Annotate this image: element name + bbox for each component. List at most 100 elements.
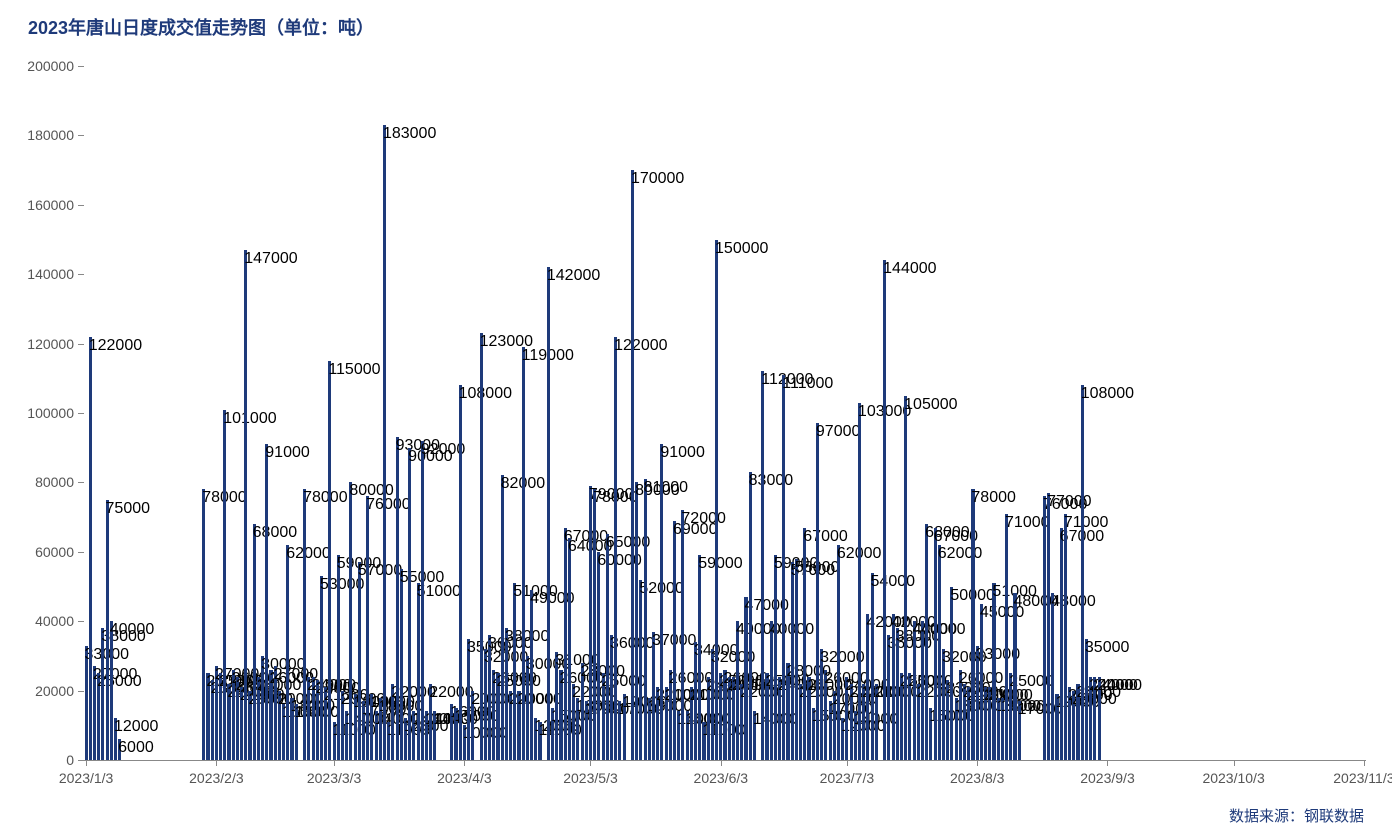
bar: 24000 <box>312 677 315 760</box>
bar: 24000 <box>845 677 848 760</box>
bar: 25000 <box>496 673 499 760</box>
bar: 51000 <box>417 583 420 760</box>
bar: 21000 <box>665 687 668 760</box>
bar: 18000 <box>576 698 579 760</box>
bar: 82000 <box>501 475 504 760</box>
bar: 108000 <box>459 385 462 760</box>
bar: 26000 <box>232 670 235 760</box>
bar: 122000 <box>89 337 92 760</box>
y-tick-label: 80000 <box>0 474 74 490</box>
y-tick-mark <box>78 344 84 345</box>
x-tick-label: 2023/5/3 <box>563 770 618 786</box>
bar: 25000 <box>765 673 768 760</box>
bar: 22000 <box>740 684 743 760</box>
x-tick-mark <box>1107 760 1108 766</box>
bar: 24000 <box>236 677 239 760</box>
bar: 18000 <box>290 698 293 760</box>
bar: 48000 <box>1051 593 1054 760</box>
bar: 122000 <box>614 337 617 760</box>
bar: 20000 <box>1072 691 1075 760</box>
bar: 21000 <box>1068 687 1071 760</box>
y-tick-mark <box>78 691 84 692</box>
bar: 54000 <box>871 573 874 760</box>
bar: 30000 <box>526 656 529 760</box>
bar: 123000 <box>480 333 483 760</box>
bar: 14000 <box>854 711 857 760</box>
bar: 60000 <box>597 552 600 760</box>
bar: 24000 <box>778 677 781 760</box>
bar: 42000 <box>892 614 895 760</box>
bar: 11000 <box>333 722 336 760</box>
bar: 83000 <box>749 472 752 760</box>
bar: 19000 <box>354 694 357 760</box>
bar: 26000 <box>269 670 272 760</box>
bar: 24000 <box>1093 677 1096 760</box>
bar: 20000 <box>517 691 520 760</box>
bar: 78000 <box>971 489 974 760</box>
bar: 21000 <box>984 687 987 760</box>
x-tick-mark <box>1234 760 1235 766</box>
bar: 91000 <box>660 444 663 760</box>
bar: 22000 <box>850 684 853 760</box>
bar: 36000 <box>610 635 613 760</box>
bar: 17000 <box>362 701 365 760</box>
plot-area: 3300012200027000250003800075000400001200… <box>84 66 1366 761</box>
y-tick-label: 120000 <box>0 336 74 352</box>
y-tick-mark <box>78 760 84 761</box>
bar: 22000 <box>429 684 432 760</box>
bar: 16000 <box>282 704 285 760</box>
bar: 24000 <box>707 677 710 760</box>
bar: 40000 <box>921 621 924 760</box>
bar: 28000 <box>581 663 584 760</box>
bar: 64000 <box>568 538 571 760</box>
bar: 14000 <box>375 711 378 760</box>
bar: 68000 <box>925 524 928 760</box>
bar: 59000 <box>698 555 701 760</box>
bar: 78000 <box>303 489 306 760</box>
bar: 67000 <box>564 528 567 760</box>
bar: 14000 <box>753 711 756 760</box>
bar: 48000 <box>1013 593 1016 760</box>
bar: 77000 <box>1047 493 1050 760</box>
bar: 25000 <box>602 673 605 760</box>
x-tick-label: 2023/3/3 <box>307 770 362 786</box>
bar: 25000 <box>908 673 911 760</box>
bar: 80000 <box>349 482 352 760</box>
bar: 62000 <box>837 545 840 760</box>
chart-title: 2023年唐山日度成交值走势图（单位：吨） <box>28 14 374 40</box>
bar: 71000 <box>1064 514 1067 760</box>
bar: 57000 <box>791 562 794 760</box>
bar: 12000 <box>534 718 537 760</box>
x-tick-label: 2023/11/3 <box>1333 770 1392 786</box>
bar: 19000 <box>1055 694 1058 760</box>
bar: 32000 <box>484 649 487 760</box>
bar: 18000 <box>997 698 1000 760</box>
bar: 32000 <box>942 649 945 760</box>
bar: 17000 <box>618 701 621 760</box>
bar: 24000 <box>1098 677 1101 760</box>
bar: 38000 <box>505 628 508 760</box>
bar: 108000 <box>1081 385 1084 760</box>
y-tick-mark <box>78 413 84 414</box>
x-tick-label: 2023/6/3 <box>694 770 749 786</box>
bar: 52000 <box>639 580 642 760</box>
bar: 20000 <box>833 691 836 760</box>
bar: 22000 <box>1076 684 1079 760</box>
bar: 21000 <box>656 687 659 760</box>
bar: 34000 <box>694 642 697 760</box>
x-tick-mark <box>977 760 978 766</box>
x-tick-mark <box>216 760 217 766</box>
x-tick-label: 2023/8/3 <box>950 770 1005 786</box>
bar: 90000 <box>408 448 411 760</box>
x-tick-mark <box>1364 760 1365 766</box>
bar: 65000 <box>606 534 609 760</box>
bar: 33000 <box>85 646 88 761</box>
bar: 25000 <box>219 673 222 760</box>
bar: 20000 <box>471 691 474 760</box>
x-tick-mark <box>590 760 591 766</box>
bar: 14000 <box>677 711 680 760</box>
y-tick-label: 100000 <box>0 405 74 421</box>
bar: 97000 <box>816 423 819 760</box>
bar: 26000 <box>824 670 827 760</box>
bar: 10000 <box>463 725 466 760</box>
